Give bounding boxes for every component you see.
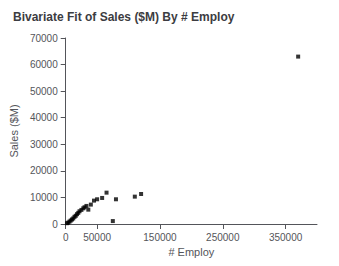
svg-text:0: 0	[52, 219, 58, 230]
svg-text:Bivariate Fit of Sales ($M) By: Bivariate Fit of Sales ($M) By # Employ	[13, 10, 235, 24]
svg-text:Sales ($M): Sales ($M)	[8, 104, 20, 157]
svg-text:30000: 30000	[30, 139, 58, 150]
svg-text:50000: 50000	[30, 86, 58, 97]
svg-text:10000: 10000	[30, 192, 58, 203]
svg-text:# Employ: # Employ	[168, 246, 214, 258]
svg-text:150000: 150000	[143, 232, 177, 243]
svg-text:70000: 70000	[30, 33, 58, 44]
svg-text:50000: 50000	[83, 232, 111, 243]
svg-text:250000: 250000	[206, 232, 240, 243]
svg-text:60000: 60000	[30, 59, 58, 70]
svg-text:20000: 20000	[30, 165, 58, 176]
svg-text:0: 0	[63, 232, 69, 243]
svg-text:40000: 40000	[30, 112, 58, 123]
svg-text:350000: 350000	[269, 232, 303, 243]
